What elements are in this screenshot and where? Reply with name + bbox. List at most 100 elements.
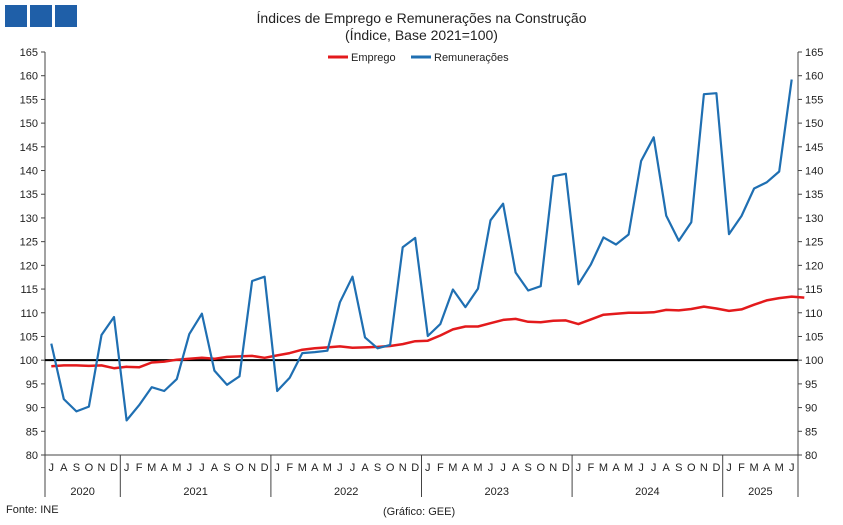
x-month-label: J [187,462,193,474]
y-tick-label: 85 [26,426,38,438]
x-month-label: J [350,462,356,474]
x-month-label: A [211,462,219,474]
x-month-label: M [775,462,784,474]
y-tick-label: 145 [20,142,38,154]
x-month-label: M [172,462,181,474]
x-month-label: S [675,462,682,474]
x-month-label: D [110,462,118,474]
x-month-label: J [651,462,657,474]
x-month-label: D [712,462,720,474]
y-tick-label: 80 [26,450,38,462]
chart-title: Índices de Emprego e Remunerações na Con… [256,10,587,26]
y-tick-label-right: 150 [805,118,823,130]
x-year-label: 2025 [748,486,772,498]
y-tick-label: 120 [20,260,38,272]
x-year-label: 2024 [635,486,659,498]
y-tick-label-right: 130 [805,213,823,225]
x-month-label: N [549,462,557,474]
legend-label: Emprego [351,52,396,64]
y-tick-label-right: 80 [805,450,817,462]
x-month-label: J [488,462,494,474]
x-month-label: O [386,462,395,474]
y-tick-label: 95 [26,379,38,391]
y-tick-label: 125 [20,237,38,249]
x-month-label: S [223,462,230,474]
x-month-label: J [576,462,582,474]
x-month-label: F [738,462,745,474]
y-tick-label: 110 [20,308,38,320]
x-month-label: N [399,462,407,474]
series-remuneracoes-line [50,79,793,422]
x-month-label: A [462,462,470,474]
y-tick-label-right: 165 [805,47,823,59]
credit-note: (Gráfico: GEE) [383,506,456,518]
x-month-label: A [512,462,520,474]
x-month-label: J [124,462,130,474]
y-tick-label: 90 [26,403,38,415]
legend: Emprego Remunerações [328,52,509,64]
logo-square [5,5,27,27]
legend-label: Remunerações [434,52,509,64]
chart-subtitle: (Índice, Base 2021=100) [345,27,498,43]
x-month-label: J [425,462,431,474]
x-month-label: J [789,462,795,474]
y-tick-label-right: 120 [805,260,823,272]
x-year-label: 2022 [334,486,358,498]
x-month-label: J [49,462,55,474]
x-month-label: J [274,462,280,474]
x-month-label: M [147,462,156,474]
x-month-label: F [286,462,293,474]
y-tick-label: 150 [20,118,38,130]
y-tick-label-right: 135 [805,189,823,201]
x-month-label: O [85,462,94,474]
x-month-label: O [235,462,244,474]
y-tick-label-right: 100 [805,355,823,367]
y-tick-label-right: 125 [805,237,823,249]
y-tick-label-right: 105 [805,331,823,343]
y-tick-label-right: 140 [805,166,823,178]
x-month-label: A [361,462,369,474]
x-month-label: F [588,462,595,474]
y-tick-label: 155 [20,94,38,106]
y-tick-label-right: 85 [805,426,817,438]
x-year-label: 2020 [70,486,94,498]
x-year-label: 2023 [485,486,509,498]
x-month-label: A [311,462,319,474]
logo-square [30,5,52,27]
x-month-label: A [612,462,620,474]
x-month-label: M [448,462,457,474]
x-month-label: S [73,462,80,474]
x-month-label: M [599,462,608,474]
x-month-label: F [136,462,143,474]
x-month-label: M [323,462,332,474]
y-tick-label: 130 [20,213,38,225]
y-tick-label-right: 160 [805,71,823,83]
x-month-label: N [97,462,105,474]
y-tick-label-right: 115 [805,284,823,296]
x-month-label: J [500,462,506,474]
y-tick-label: 140 [20,166,38,178]
y-tick-label: 135 [20,189,38,201]
source-note: Fonte: INE [6,504,59,516]
y-tick-label-right: 110 [805,308,823,320]
x-month-label: A [763,462,771,474]
x-month-label: A [60,462,68,474]
x-month-label: A [161,462,169,474]
x-month-label: M [624,462,633,474]
x-month-label: M [749,462,758,474]
axes: 80 80 85 85 90 90 95 95 100 100 105 105 110 110 115 115… [20,47,824,498]
x-month-label: F [437,462,444,474]
x-month-label: M [298,462,307,474]
plot-area [45,79,805,422]
x-month-label: N [248,462,256,474]
x-month-label: D [562,462,570,474]
x-month-label: D [261,462,269,474]
x-month-label: J [726,462,732,474]
logo-square [55,5,77,27]
x-year-label: 2021 [183,486,207,498]
x-month-label: J [638,462,644,474]
y-tick-label: 100 [20,355,38,367]
y-tick-label: 115 [20,284,38,296]
x-month-label: O [687,462,696,474]
